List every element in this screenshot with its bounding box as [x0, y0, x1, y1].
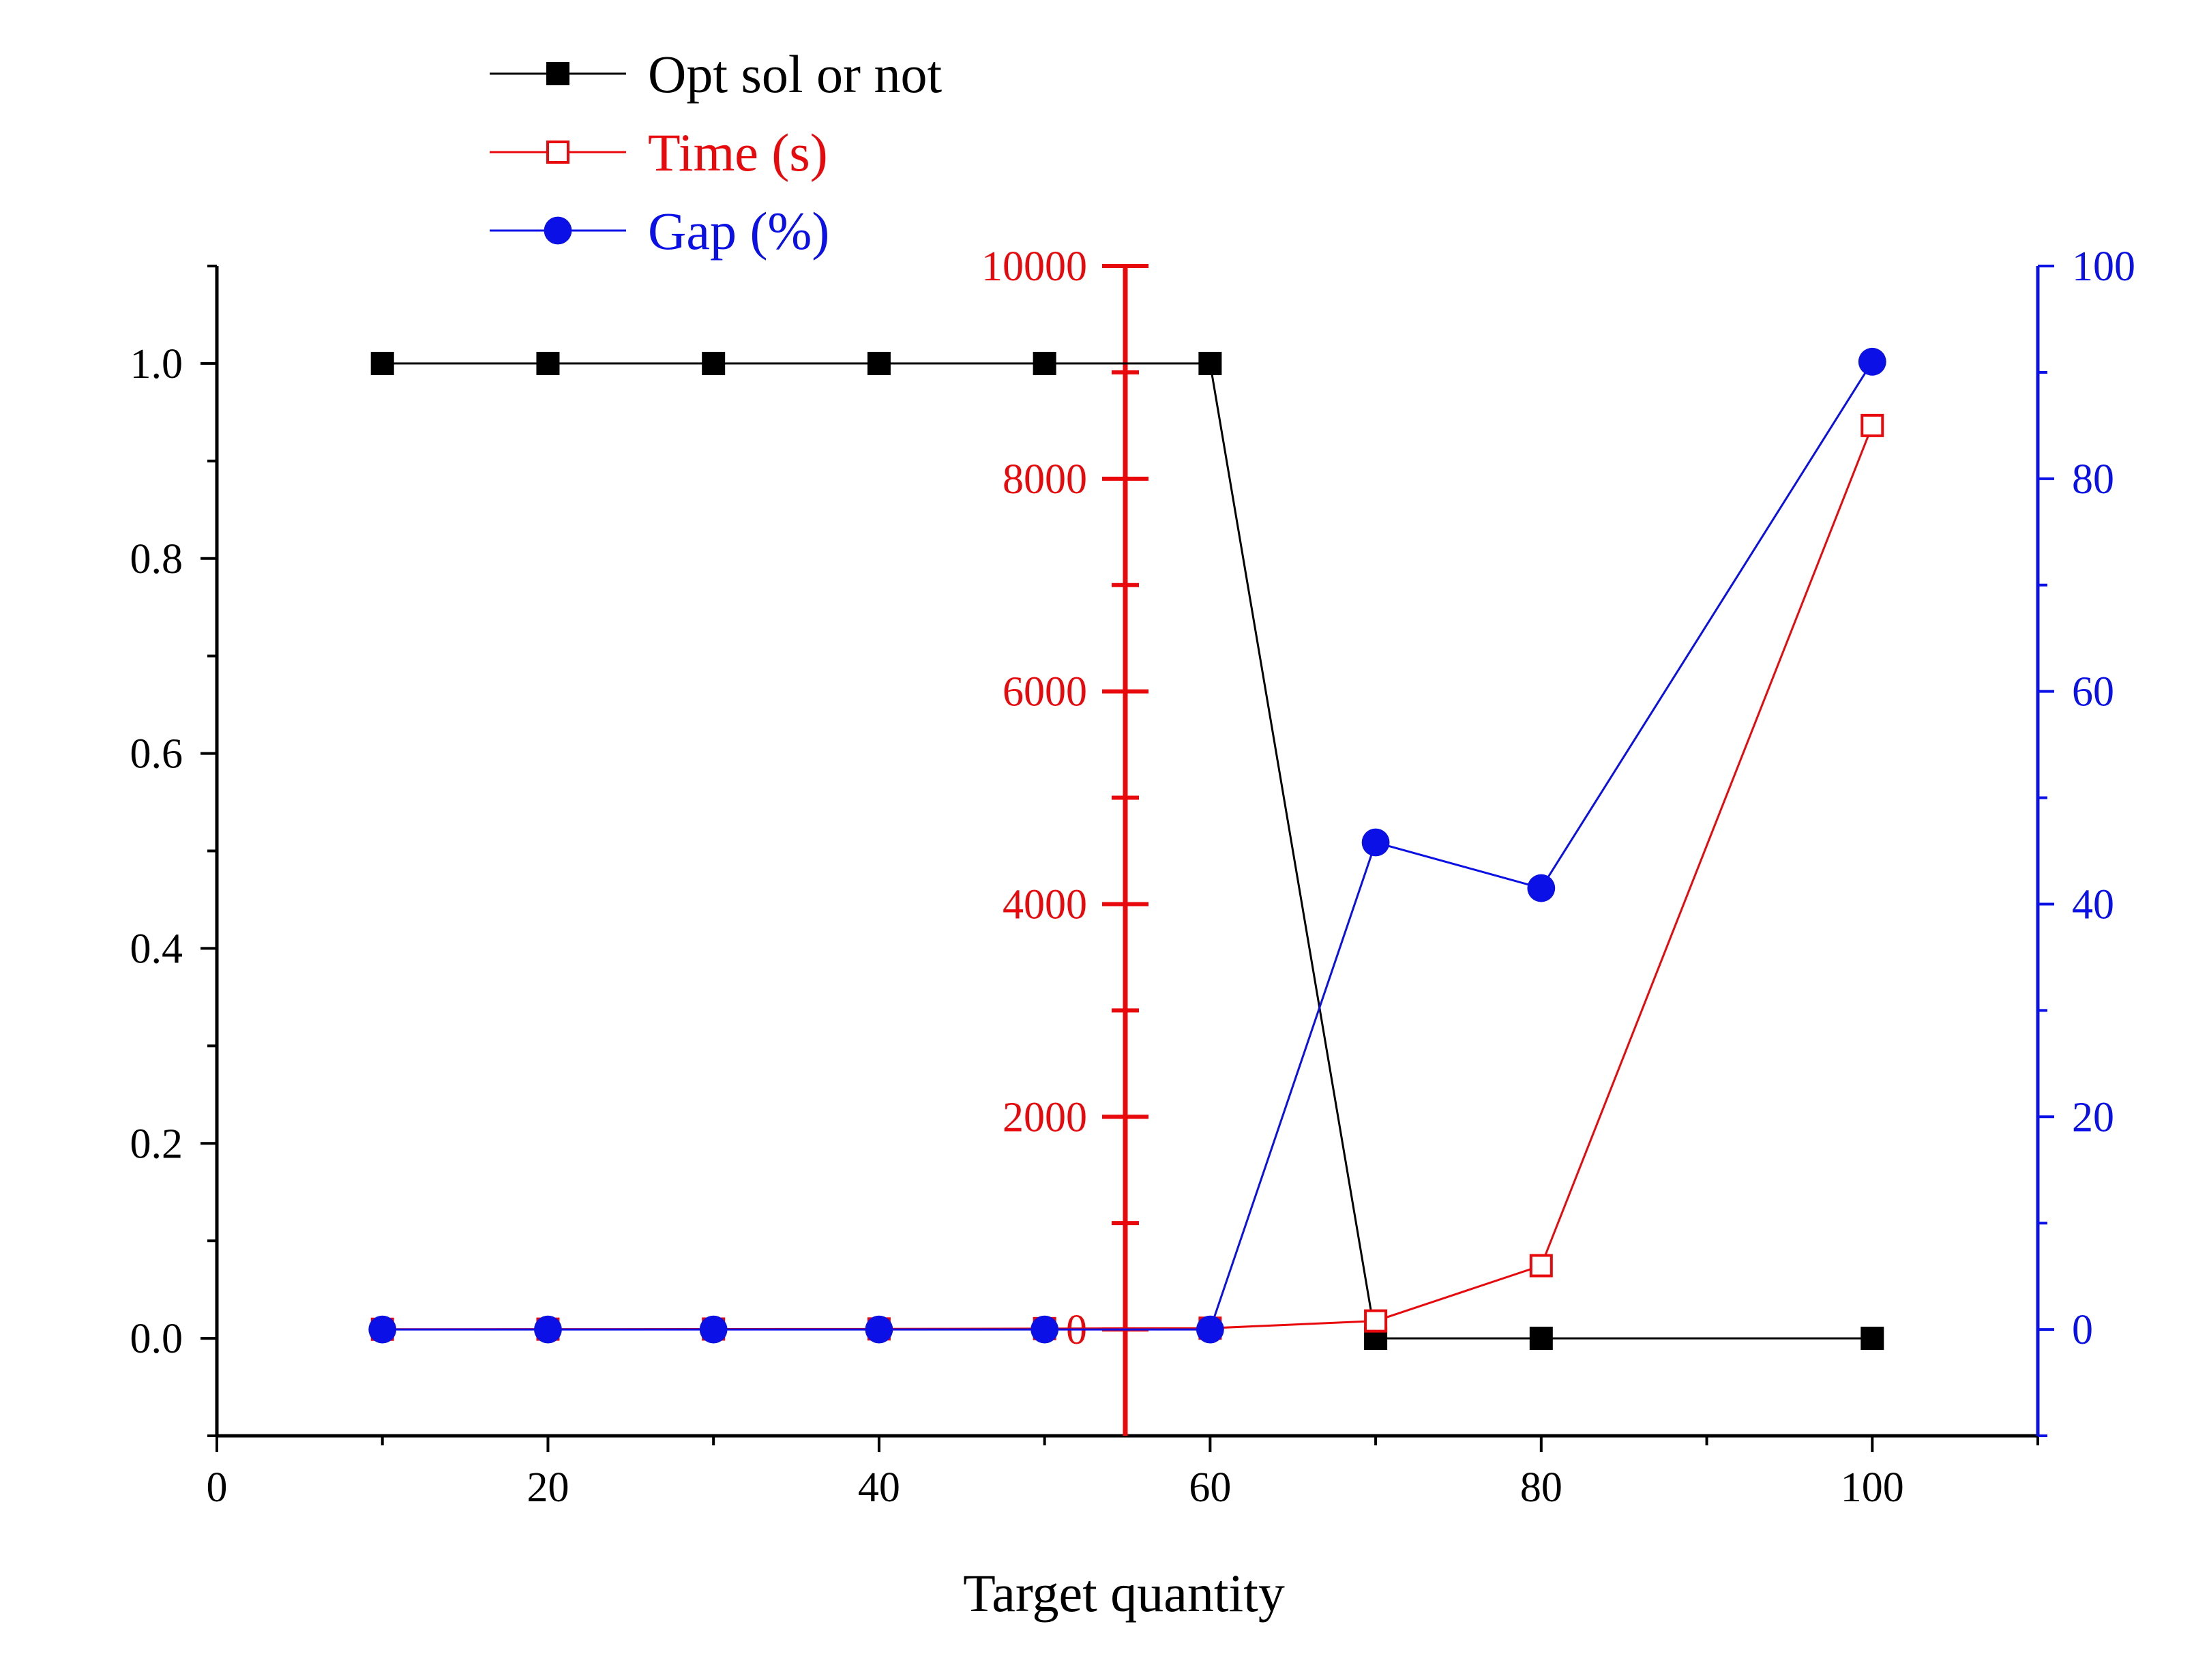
left-tick-label: 0.4: [130, 926, 183, 972]
legend-entry: Time (s): [490, 123, 828, 182]
data-point: [867, 351, 891, 375]
legend-label: Time (s): [648, 123, 828, 182]
data-point: [1858, 347, 1886, 376]
legend-entry: Opt sol or not: [490, 44, 943, 104]
data-point: [865, 1315, 893, 1344]
data-point: [1364, 1309, 1388, 1333]
legend-marker: [544, 216, 572, 245]
middle-tick-label: 4000: [1003, 881, 1087, 928]
left-tick-label: 0.2: [130, 1121, 183, 1167]
x-tick-label: 20: [527, 1464, 569, 1511]
left-tick-label: 0.6: [130, 731, 183, 778]
data-point: [370, 351, 394, 375]
data-point: [1527, 874, 1556, 902]
right-tick-label: 20: [2072, 1094, 2114, 1140]
x-axis-title: Target quantity: [963, 1563, 1285, 1623]
data-point: [1529, 1254, 1553, 1278]
right-tick-label: 60: [2072, 669, 2114, 716]
series-2: [368, 347, 1886, 1344]
axes-layer: 0 20 40 60 80 100 0.0 0.2 0.4 0.6 0.8 1.0 0 2000 4000 6…: [130, 244, 2136, 1511]
right-tick-label: 80: [2072, 456, 2114, 503]
legend-label: Gap (%): [648, 201, 829, 261]
legend-label: Opt sol or not: [648, 44, 943, 104]
x-tick-label: 60: [1189, 1464, 1231, 1511]
middle-tick-label: 6000: [1003, 669, 1087, 716]
data-point: [699, 1315, 728, 1344]
series-0: [370, 351, 1884, 1351]
x-tick-label: 100: [1841, 1464, 1904, 1511]
middle-tick-label: 8000: [1003, 456, 1087, 503]
left-tick-label: 1.0: [130, 341, 183, 387]
data-point: [534, 1315, 562, 1344]
data-point: [1861, 413, 1884, 437]
right-tick-label: 0: [2072, 1307, 2093, 1353]
x-tick-label: 0: [207, 1464, 228, 1511]
series-layer: [368, 347, 1886, 1351]
data-point: [536, 351, 560, 375]
right-tick-label: 100: [2072, 244, 2135, 290]
data-point: [1198, 351, 1222, 375]
data-point: [1196, 1315, 1224, 1344]
right-tick-label: 40: [2072, 881, 2114, 928]
data-point: [368, 1315, 397, 1344]
data-point: [1031, 1315, 1059, 1344]
data-point: [1033, 351, 1056, 375]
legend-marker: [546, 62, 569, 85]
x-tick-label: 40: [858, 1464, 900, 1511]
data-point: [1529, 1327, 1553, 1351]
legend: Opt sol or not Time (s) Gap (%): [490, 44, 943, 261]
data-point: [1361, 828, 1390, 857]
middle-tick-label: 10000: [981, 244, 1087, 290]
data-point: [1861, 1327, 1884, 1351]
legend-marker: [546, 141, 569, 164]
middle-tick-label: 2000: [1003, 1094, 1087, 1140]
legend-entry: Gap (%): [490, 201, 829, 261]
left-tick-label: 0.0: [130, 1316, 183, 1362]
data-point: [702, 351, 726, 375]
left-tick-label: 0.8: [130, 536, 183, 583]
x-tick-label: 80: [1520, 1464, 1562, 1511]
